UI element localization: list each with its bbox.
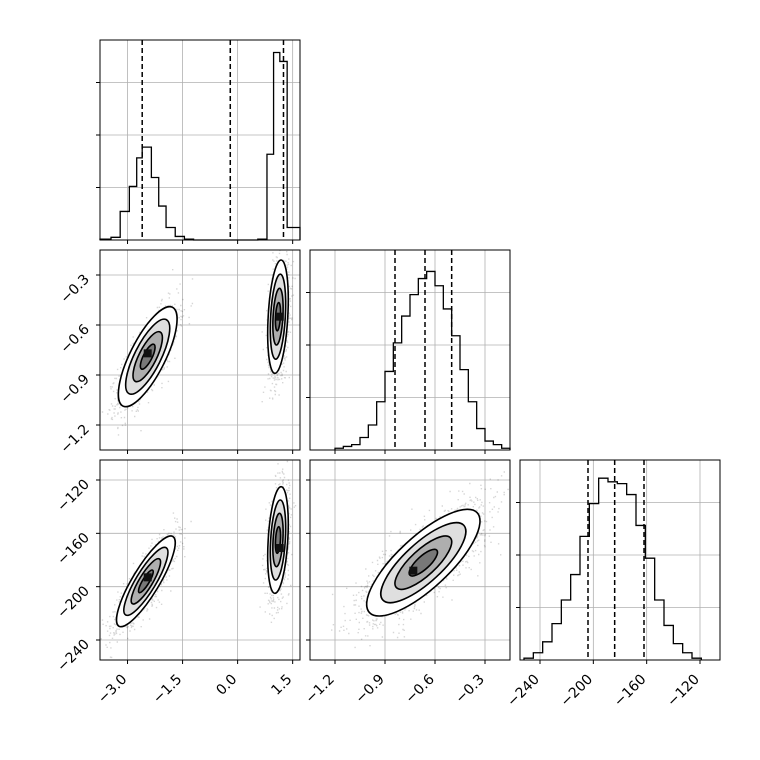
y-tick-label: −120	[54, 477, 93, 516]
histogram-bin	[608, 482, 617, 660]
histogram-bin	[368, 425, 376, 450]
histogram-bin	[552, 624, 561, 660]
x-tick-label: −0.3	[452, 672, 487, 707]
histogram-bin	[477, 429, 485, 450]
histogram-bin	[452, 336, 460, 450]
histogram-bin	[683, 653, 692, 660]
histogram-bin	[159, 206, 166, 240]
x-tick-label: −1.2	[302, 672, 337, 707]
histogram-bin	[402, 316, 410, 450]
x-tick-label: −0.6	[402, 671, 437, 706]
histogram-bin	[561, 600, 570, 660]
histogram-bin	[533, 653, 542, 660]
histogram-bin	[410, 295, 418, 450]
histogram-bin	[352, 445, 360, 450]
x-tick-label: −1.5	[150, 672, 185, 707]
panel-frame	[309, 249, 511, 451]
y-tick-label: −0.6	[57, 321, 92, 356]
y-tick-label: −0.9	[57, 372, 92, 407]
density-peak	[143, 573, 152, 582]
x-tick-label: −160	[611, 672, 650, 711]
y-tick-label: −1.2	[57, 422, 92, 457]
scatter-points	[100, 460, 297, 659]
scatter-points	[101, 250, 296, 436]
panel-frame	[309, 459, 511, 661]
histogram-bin	[435, 286, 443, 450]
x-tick-label: −120	[664, 672, 703, 711]
x-tick-label: −200	[558, 672, 597, 711]
panel-frame	[99, 249, 301, 451]
panel-frame	[99, 39, 301, 241]
histogram-bin	[543, 642, 552, 660]
histogram-bin	[137, 158, 143, 240]
histogram-bin	[274, 53, 280, 241]
density-peak	[275, 544, 284, 552]
histogram-2	[523, 477, 702, 660]
histogram-bin	[142, 147, 151, 240]
histogram-bin	[360, 438, 368, 451]
histogram-bin	[287, 228, 300, 241]
histogram-bin	[166, 228, 175, 241]
y-tick-label: −0.3	[57, 272, 92, 307]
histogram-bin	[655, 600, 664, 660]
y-tick-label: −200	[54, 583, 93, 622]
histogram-bin	[664, 625, 673, 660]
histogram-bin	[468, 402, 476, 450]
histogram-bin	[427, 271, 435, 450]
histogram-bin	[485, 441, 493, 450]
x-tick-label: 1.5	[268, 672, 295, 699]
histogram-bin	[673, 644, 682, 660]
corner-panels: −240 −200 −160 −120 −1.2 −0.9 −0.6 −0.3 −3.0 −1.5…	[54, 39, 721, 711]
x-tick-label: −3.0	[95, 672, 130, 707]
density-peak	[409, 566, 418, 575]
x-tick-label: −0.9	[352, 672, 387, 707]
panel-content	[100, 460, 297, 659]
histogram-bin	[627, 495, 636, 660]
panel-content	[101, 250, 296, 436]
histogram-0	[99, 51, 301, 241]
histogram-bin	[129, 186, 136, 240]
histogram-bin	[493, 445, 501, 450]
panel-content	[331, 471, 509, 649]
y-tick-label: −160	[54, 530, 93, 569]
histogram-bin	[589, 504, 598, 660]
x-tick-label: 0.0	[213, 672, 240, 699]
histogram-bin	[377, 402, 385, 450]
histogram-bin	[151, 178, 158, 241]
histogram-1	[334, 270, 511, 450]
y-tick-label: −240	[54, 637, 93, 676]
histogram-bin	[599, 478, 608, 660]
histogram-bin	[571, 575, 580, 660]
density-peak	[143, 349, 152, 358]
histogram-bin	[385, 371, 393, 450]
x-tick-label: −240	[504, 672, 543, 711]
density-peak	[275, 312, 284, 321]
panel-frame	[519, 459, 721, 661]
panel-frame	[99, 459, 301, 661]
histogram-bin	[443, 309, 451, 450]
histogram-bin	[617, 484, 626, 660]
histogram-bin	[460, 370, 468, 450]
histogram-bin	[267, 154, 274, 240]
histogram-bin	[120, 211, 129, 240]
